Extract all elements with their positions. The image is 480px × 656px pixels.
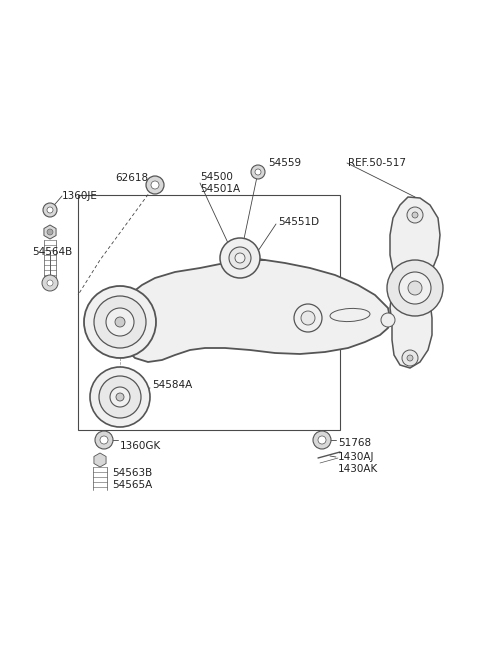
- Circle shape: [94, 296, 146, 348]
- Circle shape: [47, 280, 53, 286]
- Text: 1430AJ: 1430AJ: [338, 452, 374, 462]
- Circle shape: [402, 350, 418, 366]
- Text: 54565A: 54565A: [112, 480, 152, 490]
- Text: 54559: 54559: [268, 158, 301, 168]
- Circle shape: [301, 311, 315, 325]
- Text: 51768: 51768: [338, 438, 371, 448]
- Circle shape: [407, 207, 423, 223]
- Circle shape: [407, 355, 413, 361]
- Circle shape: [387, 260, 443, 316]
- Circle shape: [313, 431, 331, 449]
- Bar: [78, 195, 340, 430]
- Polygon shape: [44, 225, 56, 239]
- Text: 54563B: 54563B: [112, 468, 152, 478]
- Circle shape: [408, 281, 422, 295]
- Text: 54564B: 54564B: [32, 247, 72, 257]
- Text: 54584A: 54584A: [152, 380, 192, 390]
- Circle shape: [399, 272, 431, 304]
- Text: 1360JE: 1360JE: [62, 191, 98, 201]
- Circle shape: [412, 212, 418, 218]
- Text: 1360GK: 1360GK: [120, 441, 161, 451]
- Circle shape: [220, 238, 260, 278]
- Circle shape: [99, 376, 141, 418]
- Text: 1430AK: 1430AK: [338, 464, 378, 474]
- Circle shape: [235, 253, 245, 263]
- Circle shape: [146, 176, 164, 194]
- Circle shape: [110, 387, 130, 407]
- Circle shape: [151, 181, 159, 189]
- Circle shape: [115, 317, 125, 327]
- Circle shape: [251, 165, 265, 179]
- Ellipse shape: [330, 308, 370, 321]
- Circle shape: [294, 304, 322, 332]
- Circle shape: [47, 229, 53, 235]
- Circle shape: [106, 308, 134, 336]
- Circle shape: [84, 286, 156, 358]
- Circle shape: [42, 275, 58, 291]
- Text: REF.50-517: REF.50-517: [348, 158, 406, 168]
- Polygon shape: [116, 252, 390, 362]
- Circle shape: [255, 169, 261, 175]
- Text: 62618: 62618: [115, 173, 148, 183]
- Circle shape: [95, 431, 113, 449]
- Text: 54500: 54500: [200, 172, 233, 182]
- Circle shape: [116, 393, 124, 401]
- Circle shape: [90, 367, 150, 427]
- Circle shape: [100, 436, 108, 444]
- Circle shape: [229, 247, 251, 269]
- Circle shape: [43, 203, 57, 217]
- Polygon shape: [390, 197, 440, 368]
- Text: 54551D: 54551D: [278, 217, 319, 227]
- Circle shape: [381, 313, 395, 327]
- Circle shape: [47, 207, 53, 213]
- Circle shape: [318, 436, 326, 444]
- Polygon shape: [94, 453, 106, 467]
- Text: 54501A: 54501A: [200, 184, 240, 194]
